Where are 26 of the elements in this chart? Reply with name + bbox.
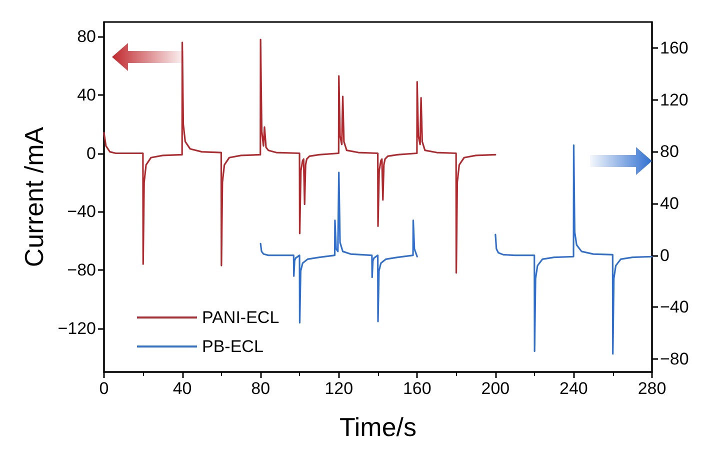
x-tick-label: 120 xyxy=(324,379,354,398)
y2-tick-label: 40 xyxy=(660,194,679,213)
y-tick-label: −40 xyxy=(67,202,96,222)
y-tick-label: −120 xyxy=(58,318,96,338)
y-tick-label: 80 xyxy=(77,27,96,46)
y2-tick-label: 80 xyxy=(660,142,679,162)
x-tick-label: 80 xyxy=(251,379,270,398)
legend-label: PB-ECL xyxy=(202,337,264,356)
line-series xyxy=(103,38,496,274)
x-tick-label: 200 xyxy=(481,379,510,398)
legend-label: PANI-ECL xyxy=(202,308,280,327)
x-tick-label: 160 xyxy=(402,379,432,398)
y2-tick-label: 160 xyxy=(660,38,688,58)
x-axis-title: Time/s xyxy=(339,412,417,442)
y-tick-label: −80 xyxy=(67,260,96,280)
y-tick-label: 40 xyxy=(77,85,96,104)
y-axis-title: Current /mA xyxy=(18,126,49,268)
y-tick-label: 0 xyxy=(86,144,96,163)
x-tick-label: 0 xyxy=(99,379,109,398)
x-tick-label: 280 xyxy=(638,379,666,398)
x-tick-label: 240 xyxy=(560,379,588,398)
x-tick-label: 40 xyxy=(172,379,192,398)
y2-tick-label: −40 xyxy=(660,298,689,317)
y2-tick-label: 120 xyxy=(660,90,688,110)
y2-tick-label: −80 xyxy=(660,350,689,369)
y2-tick-label: 0 xyxy=(660,246,670,265)
